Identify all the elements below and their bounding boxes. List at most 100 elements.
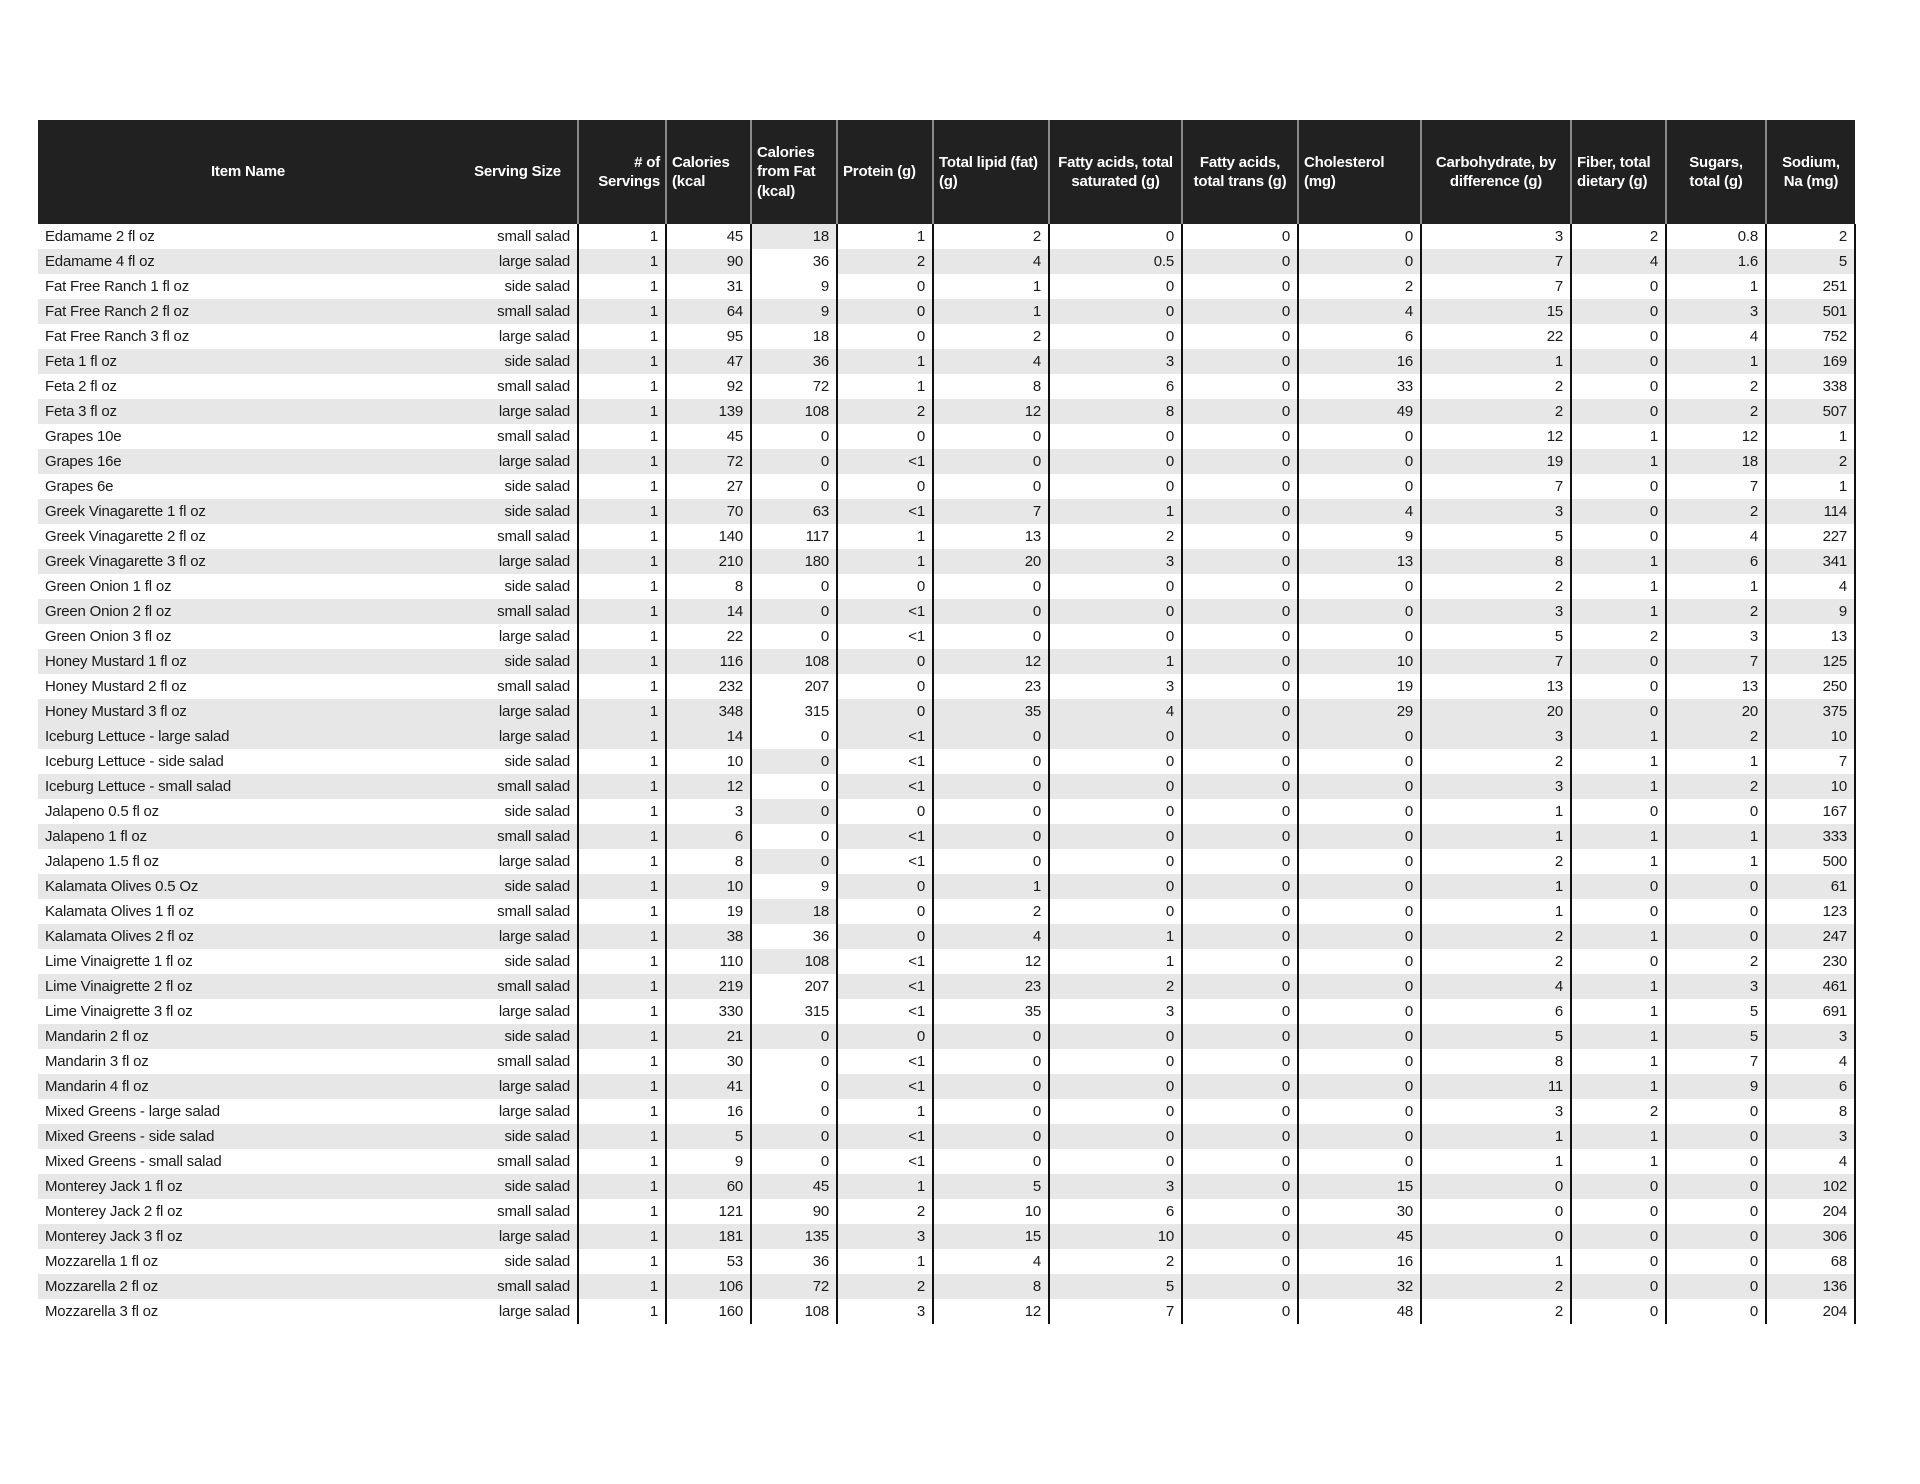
cell-chol[interactable]: 6 — [1297, 324, 1421, 349]
cell-calfat[interactable]: 18 — [750, 324, 837, 349]
cell-serving[interactable]: side salad — [458, 474, 578, 499]
cell-cal[interactable]: 14 — [665, 599, 751, 624]
cell-fat[interactable]: 2 — [932, 224, 1049, 249]
cell-trans[interactable]: 0 — [1181, 624, 1298, 649]
cell-carb[interactable]: 2 — [1420, 1299, 1571, 1324]
cell-sugar[interactable]: 3 — [1665, 624, 1766, 649]
cell-calfat[interactable]: 36 — [750, 349, 837, 374]
cell-cal[interactable]: 210 — [665, 549, 751, 574]
cell-serving[interactable]: small salad — [458, 824, 578, 849]
cell-calfat[interactable]: 108 — [750, 1299, 837, 1324]
cell-calfat[interactable]: 9 — [750, 874, 837, 899]
cell-servings[interactable]: 1 — [577, 1299, 666, 1324]
cell-trans[interactable]: 0 — [1181, 324, 1298, 349]
cell-cal[interactable]: 16 — [665, 1099, 751, 1124]
cell-protein[interactable]: 2 — [836, 399, 933, 424]
cell-name[interactable]: Lime Vinaigrette 2 fl oz — [38, 974, 458, 999]
cell-serving[interactable]: large salad — [458, 1224, 578, 1249]
cell-cal[interactable]: 3 — [665, 799, 751, 824]
cell-carb[interactable]: 3 — [1420, 774, 1571, 799]
cell-protein[interactable]: <1 — [836, 724, 933, 749]
cell-name[interactable]: Grapes 10e — [38, 424, 458, 449]
cell-servings[interactable]: 1 — [577, 724, 666, 749]
cell-cal[interactable]: 330 — [665, 999, 751, 1024]
cell-trans[interactable]: 0 — [1181, 299, 1298, 324]
cell-protein[interactable]: <1 — [836, 1074, 933, 1099]
cell-sat[interactable]: 6 — [1048, 1199, 1182, 1224]
cell-trans[interactable]: 0 — [1181, 699, 1298, 724]
cell-carb[interactable]: 3 — [1420, 724, 1571, 749]
cell-name[interactable]: Monterey Jack 3 fl oz — [38, 1224, 458, 1249]
cell-sat[interactable]: 3 — [1048, 674, 1182, 699]
cell-sodium[interactable]: 338 — [1765, 374, 1856, 399]
cell-sugar[interactable]: 4 — [1665, 524, 1766, 549]
cell-name[interactable]: Greek Vinagarette 1 fl oz — [38, 499, 458, 524]
cell-protein[interactable]: <1 — [836, 949, 933, 974]
cell-sugar[interactable]: 1 — [1665, 349, 1766, 374]
cell-trans[interactable]: 0 — [1181, 1049, 1298, 1074]
cell-chol[interactable]: 0 — [1297, 574, 1421, 599]
cell-sat[interactable]: 1 — [1048, 924, 1182, 949]
cell-serving[interactable]: large salad — [458, 624, 578, 649]
cell-carb[interactable]: 4 — [1420, 974, 1571, 999]
cell-fat[interactable]: 20 — [932, 549, 1049, 574]
cell-name[interactable]: Jalapeno 0.5 fl oz — [38, 799, 458, 824]
cell-protein[interactable]: 1 — [836, 224, 933, 249]
cell-sat[interactable]: 0 — [1048, 724, 1182, 749]
cell-protein[interactable]: <1 — [836, 974, 933, 999]
cell-calfat[interactable]: 135 — [750, 1224, 837, 1249]
cell-serving[interactable]: large salad — [458, 699, 578, 724]
cell-carb[interactable]: 5 — [1420, 624, 1571, 649]
cell-sugar[interactable]: 18 — [1665, 449, 1766, 474]
cell-servings[interactable]: 1 — [577, 974, 666, 999]
cell-servings[interactable]: 1 — [577, 824, 666, 849]
cell-carb[interactable]: 2 — [1420, 374, 1571, 399]
cell-name[interactable]: Fat Free Ranch 3 fl oz — [38, 324, 458, 349]
cell-name[interactable]: Kalamata Olives 2 fl oz — [38, 924, 458, 949]
cell-fiber[interactable]: 0 — [1570, 949, 1666, 974]
cell-servings[interactable]: 1 — [577, 399, 666, 424]
cell-chol[interactable]: 0 — [1297, 899, 1421, 924]
cell-trans[interactable]: 0 — [1181, 424, 1298, 449]
cell-carb[interactable]: 20 — [1420, 699, 1571, 724]
cell-sat[interactable]: 4 — [1048, 699, 1182, 724]
column-header-protein[interactable]: Protein (g) — [836, 120, 933, 224]
cell-sugar[interactable]: 1 — [1665, 749, 1766, 774]
cell-servings[interactable]: 1 — [577, 374, 666, 399]
cell-cal[interactable]: 45 — [665, 224, 751, 249]
cell-fiber[interactable]: 2 — [1570, 624, 1666, 649]
cell-protein[interactable]: 3 — [836, 1299, 933, 1324]
cell-name[interactable]: Kalamata Olives 1 fl oz — [38, 899, 458, 924]
cell-sat[interactable]: 0 — [1048, 424, 1182, 449]
cell-sugar[interactable]: 6 — [1665, 549, 1766, 574]
cell-chol[interactable]: 9 — [1297, 524, 1421, 549]
cell-protein[interactable]: 2 — [836, 1274, 933, 1299]
cell-sugar[interactable]: 2 — [1665, 949, 1766, 974]
cell-calfat[interactable]: 0 — [750, 849, 837, 874]
cell-fat[interactable]: 0 — [932, 1049, 1049, 1074]
cell-serving[interactable]: small salad — [458, 974, 578, 999]
cell-sugar[interactable]: 2 — [1665, 374, 1766, 399]
cell-chol[interactable]: 0 — [1297, 974, 1421, 999]
cell-protein[interactable]: <1 — [836, 499, 933, 524]
cell-serving[interactable]: large salad — [458, 999, 578, 1024]
cell-servings[interactable]: 1 — [577, 474, 666, 499]
cell-trans[interactable]: 0 — [1181, 949, 1298, 974]
cell-calfat[interactable]: 36 — [750, 924, 837, 949]
cell-name[interactable]: Edamame 2 fl oz — [38, 224, 458, 249]
cell-fiber[interactable]: 1 — [1570, 1074, 1666, 1099]
cell-fiber[interactable]: 1 — [1570, 824, 1666, 849]
cell-fat[interactable]: 0 — [932, 1099, 1049, 1124]
cell-sat[interactable]: 0 — [1048, 574, 1182, 599]
cell-sodium[interactable]: 6 — [1765, 1074, 1856, 1099]
cell-cal[interactable]: 10 — [665, 874, 751, 899]
cell-cal[interactable]: 139 — [665, 399, 751, 424]
cell-chol[interactable]: 0 — [1297, 1149, 1421, 1174]
cell-calfat[interactable]: 315 — [750, 699, 837, 724]
cell-fat[interactable]: 1 — [932, 274, 1049, 299]
cell-protein[interactable]: 0 — [836, 699, 933, 724]
cell-fiber[interactable]: 1 — [1570, 1149, 1666, 1174]
cell-calfat[interactable]: 207 — [750, 674, 837, 699]
cell-servings[interactable]: 1 — [577, 249, 666, 274]
cell-trans[interactable]: 0 — [1181, 524, 1298, 549]
